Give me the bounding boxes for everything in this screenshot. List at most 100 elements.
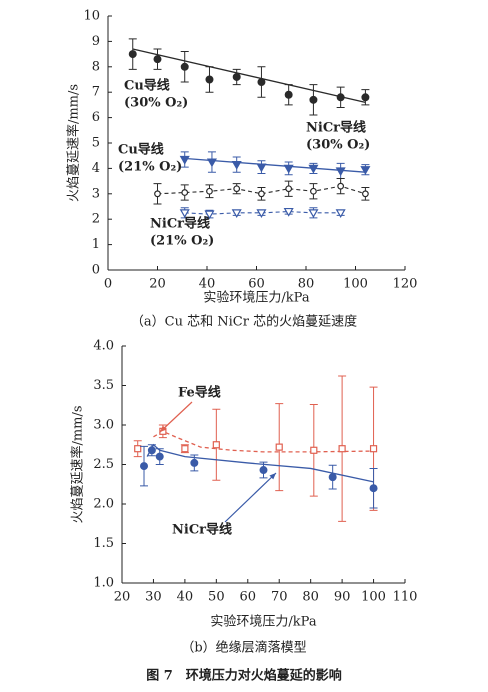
caption: （b）绝缘层滴落模型 [181, 640, 306, 656]
y-tick-label: 9 [92, 34, 100, 49]
x-tick-label: 50 [208, 590, 225, 605]
point [328, 473, 337, 482]
y-tick-label: 8 [92, 59, 100, 74]
point [258, 190, 265, 198]
point [335, 209, 346, 219]
point [309, 95, 318, 104]
point [205, 75, 214, 84]
point [310, 187, 317, 195]
annotation: (21% O₂) [118, 160, 182, 175]
point [337, 182, 345, 190]
point [134, 445, 142, 453]
y-tick-label: 10 [83, 9, 100, 24]
fit-curve [153, 430, 374, 453]
point [181, 445, 189, 453]
point [212, 441, 220, 449]
annotation: Cu导线 [124, 78, 170, 94]
y-tick-label: 1.5 [93, 536, 114, 551]
y-tick-label: 0 [92, 263, 100, 278]
point [308, 164, 319, 174]
arrow [224, 472, 277, 523]
y-tick-label: 1 [92, 237, 100, 252]
y-tick-label: 2.0 [93, 497, 114, 512]
annotation: (21% O₂) [150, 234, 214, 249]
point [153, 55, 162, 64]
x-tick-label: 20 [149, 277, 166, 292]
x-tick-label: 100 [343, 277, 368, 292]
point [180, 62, 189, 71]
point [155, 452, 164, 461]
point [256, 163, 267, 173]
y-tick-label: 4 [92, 161, 100, 176]
series-line [157, 185, 366, 195]
point [285, 185, 293, 193]
point [179, 209, 190, 219]
x-tick-label: 30 [145, 590, 162, 605]
x-tick-label: 0 [104, 277, 112, 292]
point [204, 210, 215, 220]
point [335, 167, 346, 177]
annotation: Cu导线 [118, 142, 164, 158]
point [206, 158, 217, 168]
point [147, 446, 156, 455]
point [181, 189, 189, 196]
point [338, 445, 346, 453]
point [232, 72, 241, 81]
annotation: NiCr导线 [306, 120, 366, 136]
y-tick-label: 2 [92, 212, 100, 227]
y-tick-label: 5 [92, 136, 100, 151]
annotation: (30% O₂) [306, 138, 370, 153]
x-tick-label: 80 [302, 590, 319, 605]
y-tick-label: 6 [92, 110, 100, 125]
annotation: NiCr导线 [172, 522, 232, 538]
y-tick-label: 4.0 [93, 339, 114, 354]
x-tick-label: 120 [393, 277, 418, 292]
point [231, 209, 242, 219]
point [283, 207, 294, 217]
figure-title: 图 7 环境压力对火焰蔓延的影响 [146, 668, 342, 684]
point [336, 93, 345, 102]
x-tick-label: 100 [361, 590, 386, 605]
point [259, 466, 268, 475]
y-tick-label: 2.5 [93, 457, 114, 472]
point [256, 209, 267, 219]
x-tick-label: 60 [240, 590, 257, 605]
point [369, 445, 378, 453]
arrow-head [269, 473, 276, 480]
y-tick-label: 3.5 [93, 378, 114, 393]
annotation: (30% O₂) [124, 96, 188, 111]
y-axis-label: 火焰蔓延速率/mm/s [70, 405, 86, 523]
x-tick-label: 70 [271, 590, 288, 605]
caption: （a）Cu 芯和 NiCr 芯的火焰蔓延速度 [131, 314, 357, 330]
x-tick-label: 20 [114, 590, 131, 605]
arrow [159, 401, 193, 433]
point [360, 166, 371, 175]
y-tick-label: 1.0 [93, 576, 114, 591]
x-axis-label: 实验环境压力/kPa [210, 614, 316, 630]
point [275, 443, 283, 451]
x-tick-label: 90 [334, 590, 351, 605]
x-axis-label: 实验环境压力/kPa [203, 290, 309, 306]
point [231, 160, 242, 170]
point [140, 462, 149, 471]
point [362, 190, 369, 198]
point [283, 164, 294, 174]
y-tick-label: 3 [92, 186, 100, 201]
arrow-head [160, 425, 167, 432]
point [284, 90, 293, 99]
point [128, 50, 137, 59]
point [190, 458, 199, 467]
x-tick-label: 60 [248, 277, 265, 292]
point [257, 78, 266, 87]
y-axis-label: 火焰蔓延速率/mm/s [66, 84, 82, 202]
point [154, 190, 161, 198]
annotation: NiCr导线 [150, 216, 210, 232]
point [308, 209, 319, 219]
point [310, 446, 318, 454]
x-tick-label: 80 [298, 277, 315, 292]
fit-curve [132, 48, 366, 103]
x-tick-label: 40 [199, 277, 216, 292]
point [233, 185, 241, 193]
point [369, 484, 378, 493]
x-tick-label: 110 [393, 590, 418, 605]
